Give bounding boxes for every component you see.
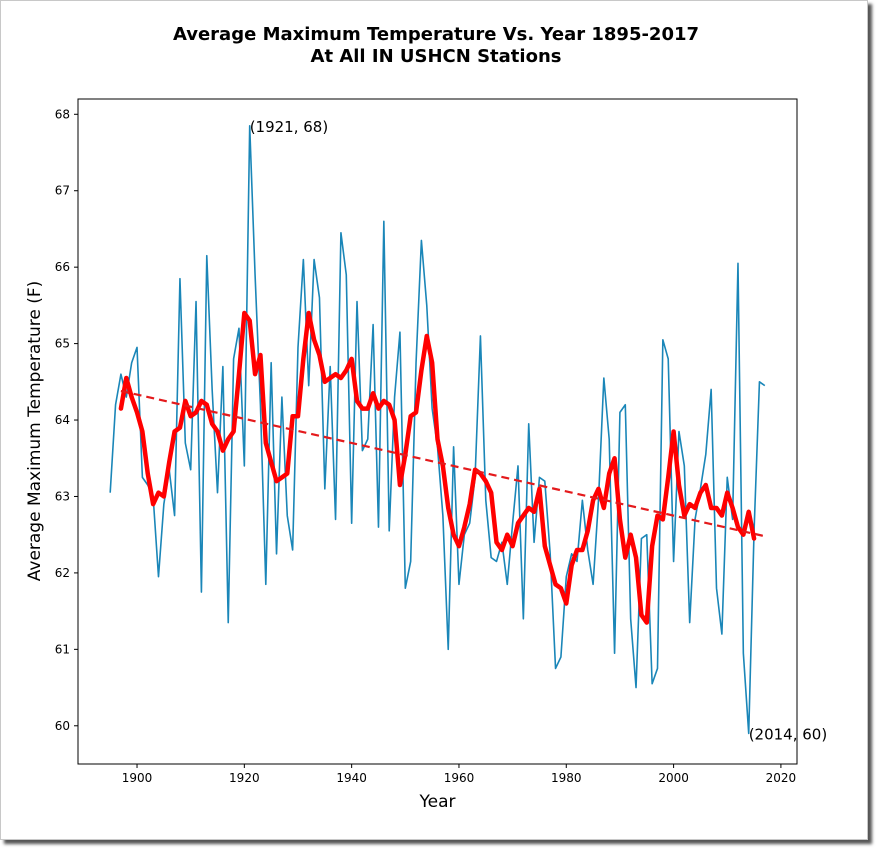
- x-tick-label: 2000: [658, 771, 689, 785]
- x-axis-ticks: 1900 1920 1940 1960 1980 2000 2020: [122, 764, 796, 785]
- annotation-label: (1921, 68): [250, 118, 329, 136]
- y-tick-label: 60: [55, 719, 70, 733]
- y-tick-label: 61: [55, 642, 70, 656]
- y-tick-label: 62: [55, 566, 70, 580]
- annotation-label: (2014, 60): [749, 725, 828, 743]
- plot-area: [77, 98, 798, 765]
- y-tick-label: 63: [55, 489, 70, 503]
- x-tick-label: 1960: [444, 771, 475, 785]
- x-tick-label: 1980: [551, 771, 582, 785]
- x-tick-label: 1900: [122, 771, 153, 785]
- y-tick-label: 66: [55, 260, 70, 274]
- y-axis-ticks: 60 61 62 63 64 65 66 67 68: [55, 107, 78, 733]
- chart-subtitle: At All IN USHCN Stations: [310, 46, 562, 67]
- y-tick-label: 64: [55, 413, 70, 427]
- y-tick-label: 68: [55, 107, 70, 121]
- annotations: (1921, 68) (2014, 60): [250, 118, 828, 744]
- y-axis-label: Average Maximum Temperature (F): [25, 281, 45, 582]
- y-tick-label: 65: [55, 337, 70, 351]
- y-tick-label: 67: [55, 184, 70, 198]
- trend-line: [120, 389, 766, 538]
- x-tick-label: 2020: [766, 771, 797, 785]
- x-tick-label: 1940: [336, 771, 367, 785]
- chart-title: Average Maximum Temperature Vs. Year 189…: [172, 24, 700, 45]
- x-tick-label: 1920: [229, 771, 260, 785]
- series-lines: [109, 124, 766, 735]
- x-axis-label: Year: [419, 792, 456, 812]
- smoothed-series-line: [118, 310, 757, 625]
